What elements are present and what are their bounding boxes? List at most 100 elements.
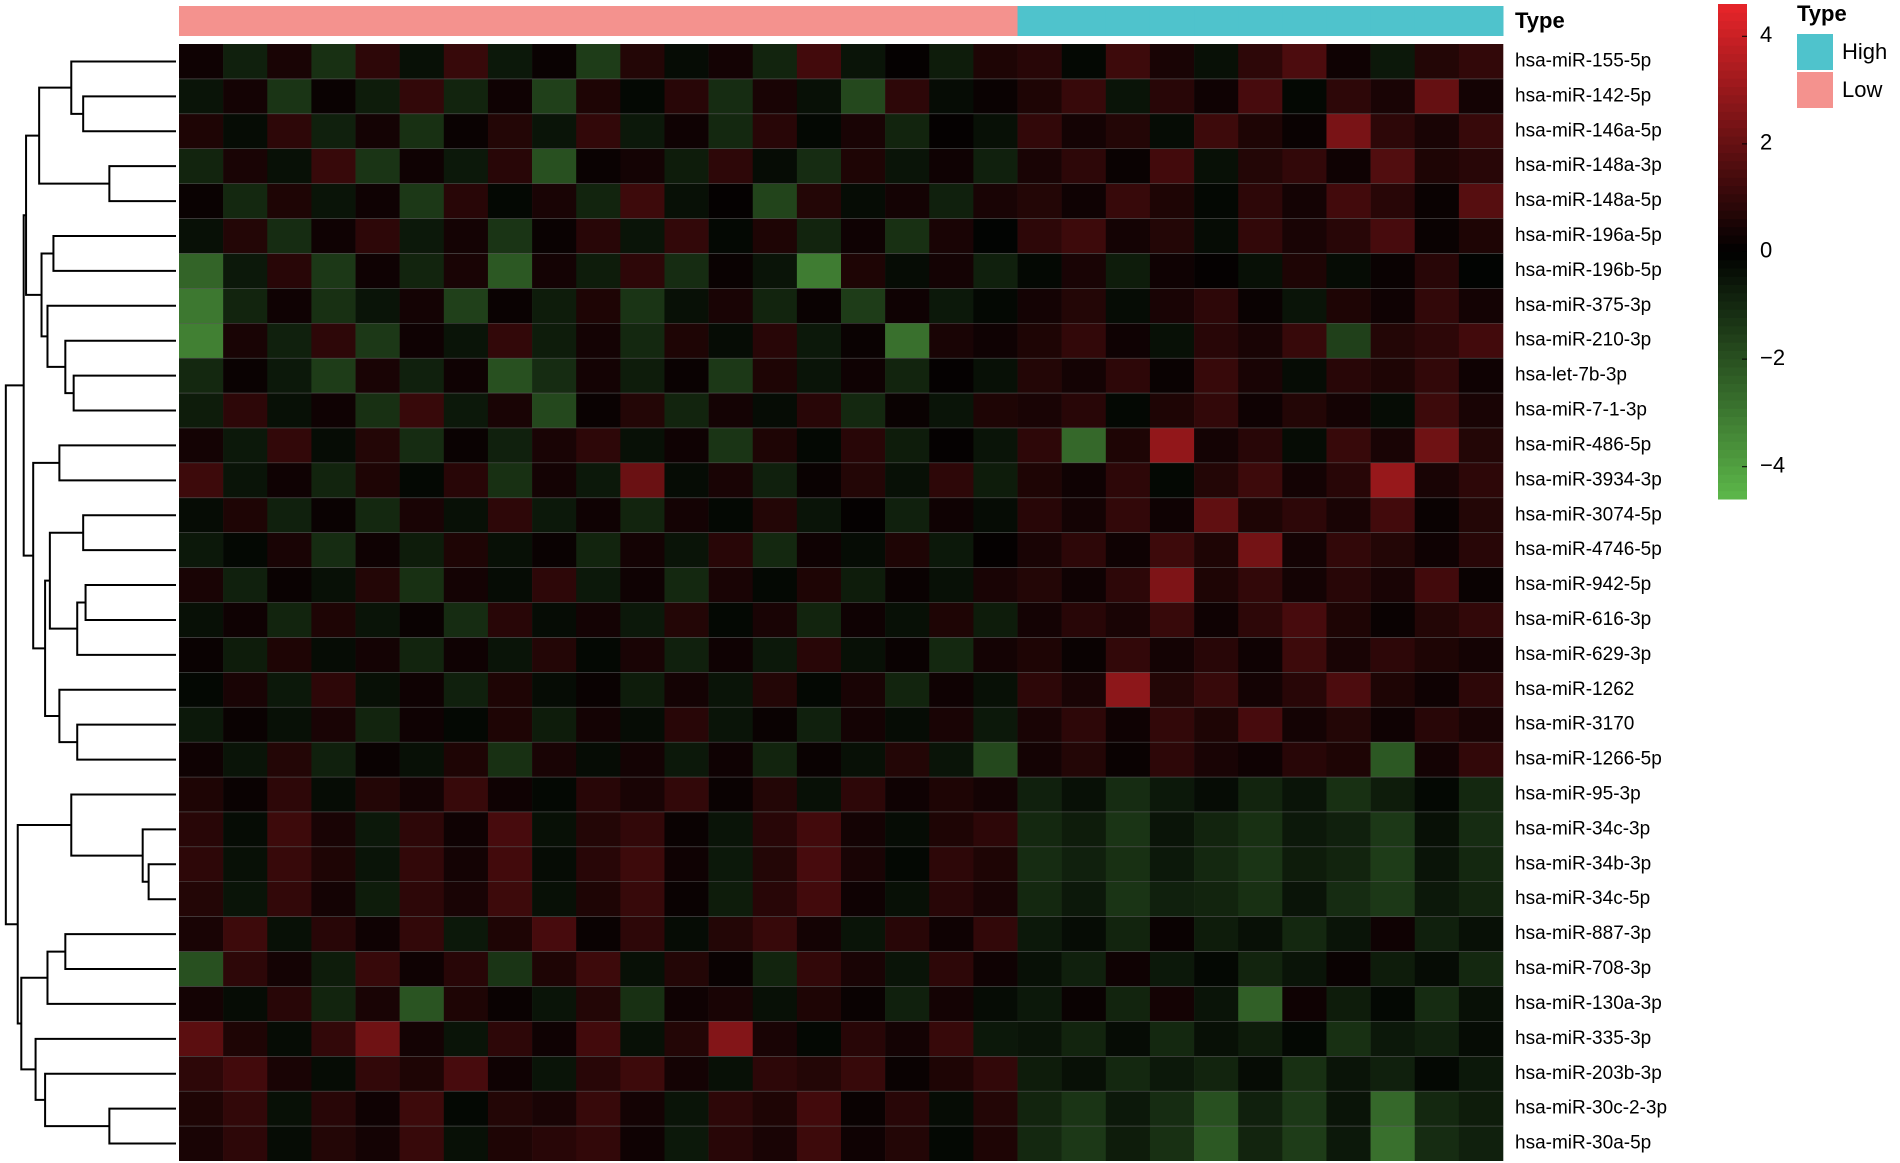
heatmap-cell <box>664 881 709 917</box>
heatmap-cell <box>532 427 577 463</box>
heatmap-cell <box>1061 78 1107 114</box>
heatmap-cell <box>1061 951 1107 987</box>
heatmap-cell <box>399 462 445 498</box>
heatmap-cell <box>1282 742 1327 778</box>
heatmap-cell <box>1238 393 1283 428</box>
heatmap-cell <box>929 811 974 847</box>
heatmap-cell <box>311 427 356 463</box>
heatmap-cell <box>752 951 798 987</box>
heatmap-cell <box>443 951 489 987</box>
heatmap-cell <box>532 358 577 394</box>
heatmap-cell <box>1017 393 1062 428</box>
heatmap-cell <box>311 707 356 743</box>
heatmap-cell <box>1105 637 1151 673</box>
heatmap-cell <box>576 986 621 1022</box>
heatmap-cell <box>443 881 489 917</box>
heatmap-cell <box>443 497 489 533</box>
heatmap-cell <box>885 427 930 463</box>
row-label: hsa-miR-34c-3p <box>1515 818 1650 839</box>
heatmap-cell <box>1326 393 1371 428</box>
heatmap-cell <box>576 218 621 254</box>
heatmap-cell <box>1105 462 1151 498</box>
heatmap-cell <box>1017 777 1062 812</box>
heatmap-cell <box>223 846 268 882</box>
heatmap-cell <box>1149 253 1195 289</box>
heatmap-cell <box>752 253 798 289</box>
heatmap-cell <box>443 427 489 463</box>
heatmap-cell <box>532 881 577 917</box>
heatmap-cell <box>664 1056 709 1092</box>
dendrogram-link <box>58 444 176 482</box>
heatmap-cell <box>1105 916 1151 952</box>
heatmap-cell <box>1194 846 1239 882</box>
heatmap-cell <box>1282 846 1327 882</box>
heatmap-cell <box>267 986 312 1022</box>
heatmap-cell <box>487 288 533 324</box>
heatmap-cell <box>973 602 1018 638</box>
heatmap-cell <box>355 881 400 917</box>
heatmap-cell <box>267 1091 312 1127</box>
heatmap-cell <box>1149 497 1195 533</box>
heatmap-cell <box>796 672 842 708</box>
heatmap-cell <box>708 1126 754 1161</box>
heatmap-cell <box>1149 113 1195 149</box>
heatmap-cell <box>1149 1126 1195 1161</box>
heatmap-cell <box>1149 707 1195 743</box>
row-label: hsa-miR-1266-5p <box>1515 749 1662 770</box>
colorbar-step <box>1718 37 1747 46</box>
heatmap-cell <box>929 427 974 463</box>
heatmap-cell <box>532 183 577 219</box>
heatmap-cell <box>532 951 577 987</box>
row-label: hsa-miR-335-3p <box>1515 1028 1651 1049</box>
heatmap-cell <box>752 707 798 743</box>
heatmap-cell <box>223 462 268 498</box>
heatmap-cell <box>311 916 356 952</box>
colorbar-step <box>1718 20 1747 30</box>
heatmap-cell <box>752 881 798 917</box>
heatmap-cell <box>973 672 1018 708</box>
heatmap-cell <box>443 44 489 79</box>
heatmap-cell <box>708 497 754 533</box>
heatmap-cell <box>796 393 842 428</box>
heatmap-cell <box>399 881 445 917</box>
row-label: hsa-miR-30a-5p <box>1515 1133 1651 1154</box>
heatmap-cell <box>1105 567 1151 603</box>
row-label: hsa-miR-95-3p <box>1515 784 1641 805</box>
heatmap-cell <box>267 1021 312 1057</box>
heatmap-cell <box>399 846 445 882</box>
heatmap-cell <box>1282 951 1327 987</box>
heatmap-cell <box>1326 672 1371 708</box>
heatmap-cell <box>664 427 709 463</box>
heatmap-cell <box>1458 916 1504 952</box>
heatmap-cell <box>1061 986 1107 1022</box>
heatmap-cell <box>223 986 268 1022</box>
colorbar-step <box>1718 334 1747 343</box>
heatmap-cell <box>1458 1091 1504 1127</box>
heatmap-cell <box>399 323 445 359</box>
heatmap-cell <box>311 218 356 254</box>
heatmap-cell <box>620 986 665 1022</box>
annotation-cell <box>708 6 754 36</box>
row-label: hsa-miR-142-5p <box>1515 85 1651 106</box>
heatmap-cell <box>1017 148 1062 184</box>
heatmap-cell <box>179 462 224 498</box>
colorbar-step <box>1718 185 1747 195</box>
heatmap-cell <box>1238 742 1283 778</box>
heatmap-cell <box>1414 811 1460 847</box>
heatmap-cell <box>1061 1021 1107 1057</box>
heatmap-cell <box>973 148 1018 184</box>
dendrogram-link <box>82 514 176 552</box>
heatmap-cell <box>620 567 665 603</box>
heatmap-cell <box>1149 986 1195 1022</box>
heatmap-cell <box>1194 44 1239 79</box>
heatmap-cell <box>1194 1091 1239 1127</box>
heatmap-cell <box>1282 323 1327 359</box>
heatmap-cell <box>796 532 842 568</box>
heatmap-cell <box>576 637 621 673</box>
heatmap-cell <box>267 1126 312 1161</box>
heatmap-cell <box>311 148 356 184</box>
colorbar-step <box>1718 12 1747 21</box>
heatmap-cell <box>1105 1056 1151 1092</box>
heatmap-cell <box>1238 288 1283 324</box>
